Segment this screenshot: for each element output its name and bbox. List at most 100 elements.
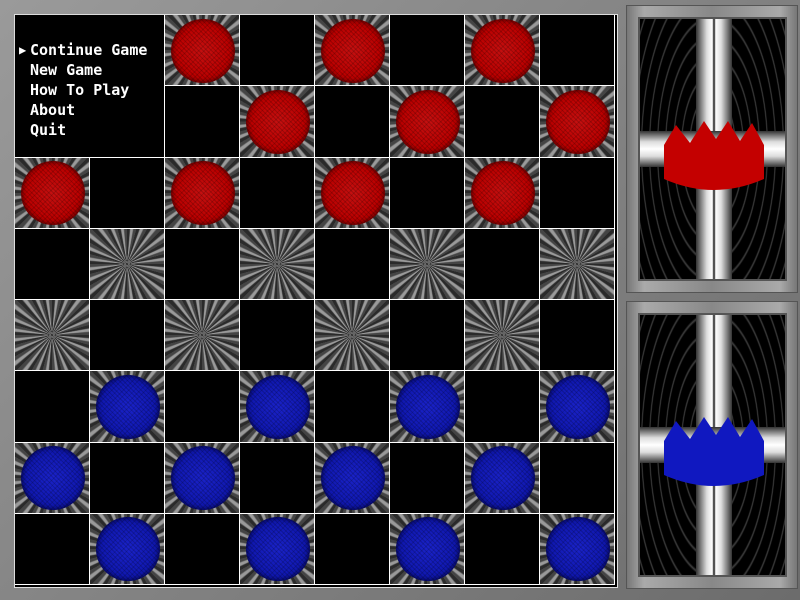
red-checker-piece[interactable] bbox=[245, 89, 310, 154]
board-square[interactable] bbox=[240, 513, 315, 585]
board-square[interactable] bbox=[315, 228, 390, 300]
board-square[interactable] bbox=[240, 228, 315, 300]
menu-item-continue-game[interactable]: ▶ Continue Game bbox=[15, 40, 164, 60]
blue-checker-piece[interactable] bbox=[545, 517, 610, 582]
board-square[interactable] bbox=[465, 86, 540, 158]
blue-turn-indicator bbox=[640, 315, 785, 575]
red-checker-piece[interactable] bbox=[20, 161, 85, 225]
board-square[interactable] bbox=[465, 157, 540, 229]
blue-checker-piece[interactable] bbox=[545, 374, 610, 439]
menu-item-quit[interactable]: Quit bbox=[15, 120, 164, 140]
red-checker-piece[interactable] bbox=[170, 18, 235, 83]
board-square[interactable] bbox=[465, 300, 540, 372]
blue-checker-piece[interactable] bbox=[95, 517, 160, 582]
board-square[interactable] bbox=[90, 371, 165, 443]
board-square[interactable] bbox=[315, 371, 390, 443]
board-square[interactable] bbox=[540, 513, 615, 585]
board-square[interactable] bbox=[15, 228, 90, 300]
board-square[interactable] bbox=[240, 157, 315, 229]
board-square[interactable] bbox=[240, 300, 315, 372]
board-square[interactable] bbox=[315, 157, 390, 229]
menu-item-how-to-play[interactable]: How To Play bbox=[15, 80, 164, 100]
blue-checker-piece[interactable] bbox=[170, 446, 235, 510]
red-crown-icon bbox=[664, 121, 764, 190]
red-checker-piece[interactable] bbox=[170, 161, 235, 225]
main-menu: ▶ Continue Game New Game How To Play Abou… bbox=[15, 15, 165, 158]
red-checker-piece[interactable] bbox=[320, 18, 385, 83]
red-player-panel bbox=[626, 5, 798, 293]
board-square[interactable] bbox=[390, 371, 465, 443]
menu-item-new-game[interactable]: New Game bbox=[15, 60, 164, 80]
board-square[interactable] bbox=[165, 15, 240, 87]
board-square[interactable] bbox=[390, 228, 465, 300]
menu-label: New Game bbox=[30, 61, 103, 79]
board-square[interactable] bbox=[165, 513, 240, 585]
board-square[interactable] bbox=[90, 513, 165, 585]
board-square[interactable] bbox=[165, 300, 240, 372]
board-square[interactable] bbox=[90, 228, 165, 300]
menu-label: Continue Game bbox=[30, 41, 148, 59]
blue-checker-piece[interactable] bbox=[245, 517, 310, 582]
board-square[interactable] bbox=[165, 228, 240, 300]
blue-checker-piece[interactable] bbox=[320, 446, 385, 510]
board-square[interactable] bbox=[315, 442, 390, 514]
board-square[interactable] bbox=[15, 513, 90, 585]
red-checker-piece[interactable] bbox=[470, 161, 535, 225]
board-square[interactable] bbox=[165, 157, 240, 229]
board-square[interactable] bbox=[465, 442, 540, 514]
board-square[interactable] bbox=[540, 371, 615, 443]
menu-item-about[interactable]: About bbox=[15, 100, 164, 120]
checkers-board[interactable]: ▶ Continue Game New Game How To Play Abou… bbox=[14, 14, 618, 588]
board-square[interactable] bbox=[540, 157, 615, 229]
board-square[interactable] bbox=[90, 157, 165, 229]
board-square[interactable] bbox=[90, 442, 165, 514]
blue-checker-piece[interactable] bbox=[395, 374, 460, 439]
blue-crown-icon bbox=[664, 417, 764, 486]
board-square[interactable] bbox=[390, 86, 465, 158]
red-checker-piece[interactable] bbox=[320, 161, 385, 225]
board-square[interactable] bbox=[315, 513, 390, 585]
board-square[interactable] bbox=[240, 86, 315, 158]
board-square[interactable] bbox=[540, 228, 615, 300]
board-square[interactable] bbox=[165, 442, 240, 514]
board-square[interactable] bbox=[390, 300, 465, 372]
board-square[interactable] bbox=[240, 371, 315, 443]
board-square[interactable] bbox=[15, 371, 90, 443]
board-square[interactable] bbox=[390, 513, 465, 585]
board-square[interactable] bbox=[15, 442, 90, 514]
menu-label: How To Play bbox=[30, 81, 130, 99]
board-square[interactable] bbox=[540, 15, 615, 87]
board-square[interactable] bbox=[240, 15, 315, 87]
blue-checker-piece[interactable] bbox=[245, 374, 310, 439]
board-square[interactable] bbox=[165, 371, 240, 443]
board-square[interactable] bbox=[465, 513, 540, 585]
board-square[interactable] bbox=[540, 442, 615, 514]
board-square[interactable] bbox=[15, 157, 90, 229]
board-square[interactable] bbox=[15, 300, 90, 372]
red-turn-indicator bbox=[640, 19, 785, 279]
blue-checker-piece[interactable] bbox=[95, 374, 160, 439]
board-square[interactable] bbox=[315, 86, 390, 158]
board-square[interactable] bbox=[165, 86, 240, 158]
board-square[interactable] bbox=[90, 300, 165, 372]
board-square[interactable] bbox=[540, 300, 615, 372]
red-checker-piece[interactable] bbox=[395, 89, 460, 154]
board-square[interactable] bbox=[390, 15, 465, 87]
board-square[interactable] bbox=[240, 442, 315, 514]
board-square[interactable] bbox=[540, 86, 615, 158]
menu-label: Quit bbox=[30, 121, 67, 139]
red-checker-piece[interactable] bbox=[470, 18, 535, 83]
board-square[interactable] bbox=[315, 300, 390, 372]
board-square[interactable] bbox=[315, 15, 390, 87]
menu-label: About bbox=[30, 101, 76, 119]
selector-arrow-icon: ▶ bbox=[19, 43, 27, 57]
blue-checker-piece[interactable] bbox=[470, 446, 535, 510]
board-square[interactable] bbox=[465, 228, 540, 300]
board-square[interactable] bbox=[390, 157, 465, 229]
blue-checker-piece[interactable] bbox=[395, 517, 460, 582]
board-square[interactable] bbox=[465, 15, 540, 87]
board-square[interactable] bbox=[465, 371, 540, 443]
red-checker-piece[interactable] bbox=[545, 89, 610, 154]
blue-checker-piece[interactable] bbox=[20, 446, 85, 510]
board-square[interactable] bbox=[390, 442, 465, 514]
